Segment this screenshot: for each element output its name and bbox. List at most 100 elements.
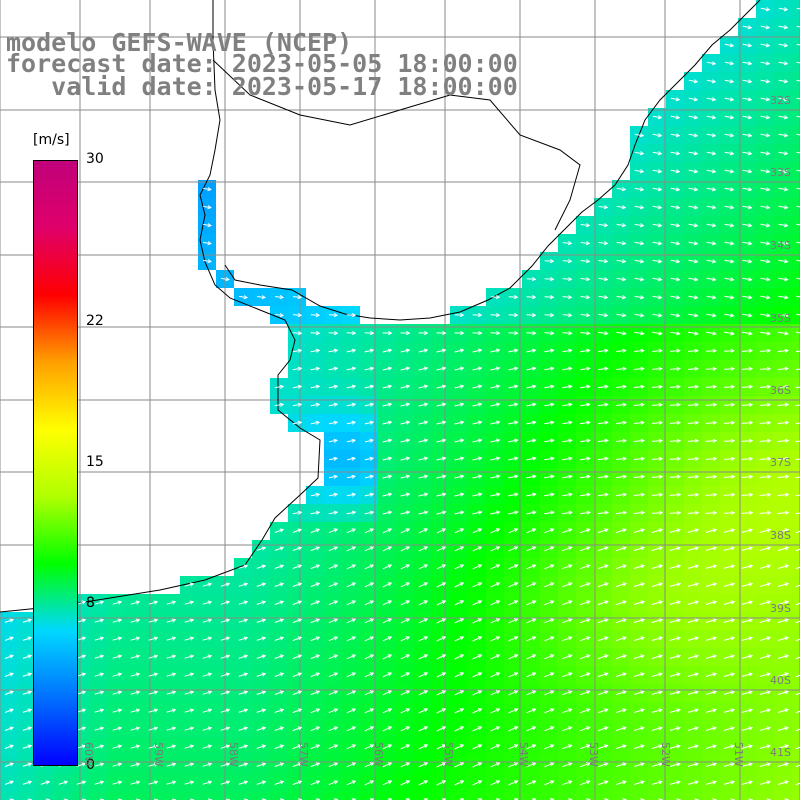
wind-arrow-head	[568, 331, 573, 336]
wind-arrow	[256, 565, 266, 569]
wind-arrow-head	[568, 780, 573, 785]
wind-arrow-head	[568, 798, 573, 800]
wind-arrow-head	[207, 762, 213, 767]
wind-arrow-head	[279, 528, 285, 533]
wind-arrow-head	[532, 780, 537, 785]
wind-arrow	[562, 654, 572, 660]
wind-arrow-head	[640, 474, 646, 479]
wind-arrow	[669, 476, 681, 478]
wind-arrow	[724, 241, 734, 245]
wind-arrow-head	[748, 618, 754, 623]
wind-arrow-head	[586, 708, 591, 713]
wind-arrow	[652, 386, 662, 388]
wind-arrow	[436, 385, 446, 389]
wind-arrow-head	[567, 277, 573, 282]
wind-arrow	[364, 618, 374, 624]
title-forecast-date: forecast date: 2023-05-05 18:00:00	[6, 49, 518, 78]
wind-arrow-head	[81, 708, 87, 713]
wind-arrow-head	[730, 690, 735, 695]
wind-arrow	[544, 780, 554, 786]
wind-speed-cell	[792, 180, 800, 198]
wind-arrow-head	[315, 510, 321, 515]
wind-arrow-head	[478, 492, 483, 497]
wind-arrow-head	[748, 492, 754, 497]
wind-arrow	[436, 349, 446, 353]
wind-arrow	[292, 690, 302, 696]
wind-arrow	[166, 601, 176, 605]
wind-arrow	[490, 528, 500, 534]
wind-speed-cell	[180, 792, 198, 800]
wind-arrow	[418, 726, 428, 732]
wind-arrow-head	[658, 510, 664, 515]
wind-arrow-head	[459, 672, 465, 677]
wind-arrow-head	[495, 546, 501, 551]
wind-arrow	[777, 673, 789, 677]
wind-speed-cell	[72, 792, 90, 800]
wind-arrow	[796, 115, 800, 118]
wind-arrow	[759, 440, 771, 442]
wind-arrow-head	[730, 313, 735, 318]
wind-speed-cell	[252, 792, 270, 800]
wind-arrow-head	[495, 690, 501, 695]
wind-arrow-head	[459, 402, 465, 407]
wind-arrow-head	[622, 331, 627, 336]
wind-arrow	[652, 313, 662, 317]
wind-arrow	[526, 332, 536, 334]
wind-arrow-head	[514, 492, 519, 497]
wind-arrow	[382, 726, 392, 732]
wind-arrow-head	[784, 331, 789, 336]
wind-arrow	[759, 709, 771, 713]
wind-arrow-head	[640, 384, 645, 389]
wind-arrow	[724, 97, 734, 101]
wind-arrow	[220, 781, 230, 785]
wind-arrow-head	[712, 438, 718, 443]
wind-arrow	[688, 277, 698, 281]
wind-arrow-head	[153, 690, 159, 695]
wind-arrow-head	[730, 438, 736, 443]
wind-arrow	[778, 277, 788, 281]
wind-arrow	[328, 564, 338, 570]
wind-arrow	[166, 781, 176, 785]
wind-arrow-head	[748, 277, 753, 282]
wind-arrow	[705, 763, 717, 767]
wind-arrow	[562, 457, 572, 461]
wind-speed-cell	[792, 18, 800, 36]
wind-arrow-head	[459, 546, 465, 551]
wind-arrow-head	[514, 366, 519, 371]
wind-arrow	[400, 762, 410, 768]
wind-arrow-head	[496, 402, 501, 407]
wind-arrow-head	[550, 798, 555, 800]
wind-arrow	[490, 439, 500, 443]
wind-speed-cell	[792, 738, 800, 756]
wind-arrow-head	[351, 618, 357, 623]
wind-arrow-head	[207, 600, 213, 605]
wind-arrow	[544, 511, 554, 515]
wind-arrow-head	[27, 780, 33, 785]
wind-arrow-head	[694, 277, 699, 282]
wind-arrow-head	[640, 295, 645, 300]
wind-arrow	[526, 708, 536, 714]
wind-arrow-head	[189, 708, 195, 713]
wind-arrow-head	[658, 331, 663, 336]
wind-arrow-head	[441, 546, 447, 551]
wind-arrow-head	[568, 420, 573, 425]
wind-arrow	[22, 619, 32, 623]
wind-arrow-head	[784, 348, 790, 353]
wind-arrow	[742, 115, 752, 119]
wind-speed-cell	[792, 594, 800, 612]
wind-arrow	[723, 476, 735, 478]
wind-arrow-head	[730, 546, 736, 551]
wind-arrow	[454, 600, 464, 606]
wind-arrow-head	[513, 780, 519, 785]
wind-arrow	[634, 187, 644, 191]
river-border	[212, 59, 581, 231]
wind-arrow	[580, 780, 590, 786]
wind-arrow	[760, 259, 770, 263]
wind-arrow	[382, 672, 392, 678]
wind-arrow	[526, 618, 536, 624]
wind-arrow-head	[549, 276, 555, 282]
wind-arrow	[616, 440, 626, 442]
wind-arrow	[184, 781, 194, 785]
wind-arrow	[472, 780, 482, 786]
wind-arrow	[759, 350, 771, 352]
